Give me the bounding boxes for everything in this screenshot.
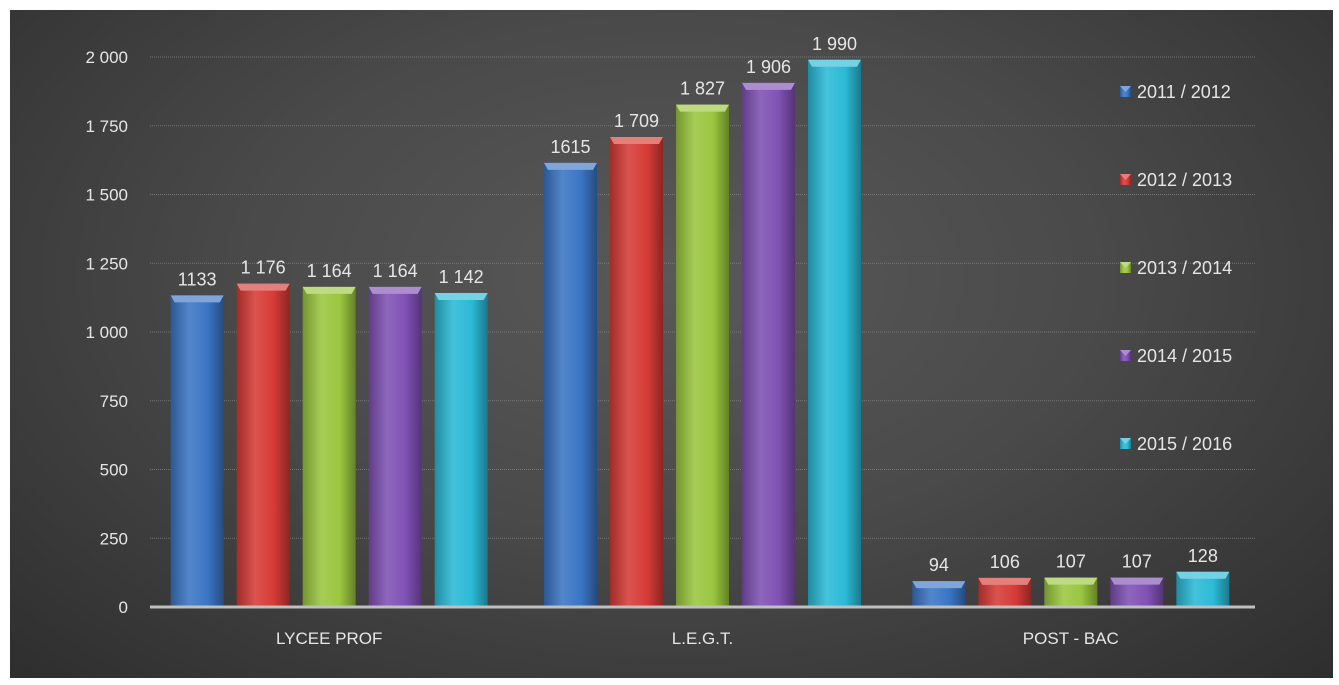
legend-item: 2014 / 2015 bbox=[1120, 346, 1232, 366]
y-tick-label: 1 500 bbox=[85, 186, 128, 205]
x-tick-label: POST - BAC bbox=[1023, 629, 1119, 648]
data-label: 1 990 bbox=[812, 34, 857, 54]
bar bbox=[434, 292, 488, 607]
legend-item: 2015 / 2016 bbox=[1120, 434, 1232, 454]
legend-label: 2015 / 2016 bbox=[1137, 434, 1232, 454]
bar bbox=[302, 286, 356, 607]
data-label: 107 bbox=[1122, 552, 1152, 572]
legend-label: 2011 / 2012 bbox=[1137, 82, 1231, 102]
bar bbox=[978, 577, 1032, 607]
bar bbox=[912, 581, 966, 607]
bar bbox=[676, 104, 729, 607]
y-tick-label: 750 bbox=[100, 392, 128, 411]
bar bbox=[236, 283, 290, 607]
legend-item: 2013 / 2014 bbox=[1120, 258, 1232, 278]
data-label: 1615 bbox=[550, 137, 590, 157]
x-tick-label: L.E.G.T. bbox=[672, 629, 733, 648]
data-label: 94 bbox=[929, 555, 949, 575]
bar bbox=[1110, 577, 1164, 607]
bar bbox=[368, 286, 422, 607]
x-axis-ticks: LYCEE PROF L.E.G.T. POST - BAC bbox=[276, 629, 1119, 648]
legend-label: 2014 / 2015 bbox=[1137, 346, 1232, 366]
y-tick-label: 2 000 bbox=[85, 48, 128, 67]
bar bbox=[170, 295, 224, 607]
bar bbox=[1044, 577, 1098, 607]
bar bbox=[544, 162, 597, 607]
data-label: 1 709 bbox=[614, 111, 659, 131]
data-label: 106 bbox=[990, 552, 1020, 572]
data-label: 1 827 bbox=[680, 79, 725, 99]
data-label: 1 906 bbox=[746, 57, 791, 77]
y-tick-label: 500 bbox=[100, 461, 128, 480]
x-tick-label: LYCEE PROF bbox=[276, 629, 382, 648]
chart-frame: 0 250 500 750 1 000 1 250 1 500 1 750 2 000 1133… bbox=[10, 10, 1333, 678]
bar bbox=[808, 59, 861, 607]
bar bbox=[742, 82, 795, 608]
legend-label: 2012 / 2013 bbox=[1137, 170, 1232, 190]
legend-label: 2013 / 2014 bbox=[1137, 258, 1232, 278]
data-label: 1 164 bbox=[307, 261, 352, 281]
legend: 2011 / 2012 2012 / 2013 2013 / 2014 2014 / … bbox=[1120, 82, 1232, 454]
bars bbox=[170, 59, 1230, 608]
data-label: 128 bbox=[1188, 546, 1218, 566]
y-tick-label: 250 bbox=[100, 529, 128, 548]
y-tick-label: 1 000 bbox=[85, 323, 128, 342]
legend-item: 2012 / 2013 bbox=[1120, 170, 1232, 190]
y-tick-label: 1 250 bbox=[85, 254, 128, 273]
data-label: 1 164 bbox=[373, 261, 418, 281]
data-label: 1 176 bbox=[241, 258, 286, 278]
bar-chart: 0 250 500 750 1 000 1 250 1 500 1 750 2 000 1133… bbox=[85, 34, 1255, 648]
data-labels: 1133 1 176 1 164 1 164 1 142 1615 1 709 1 827 1 … bbox=[178, 34, 1218, 575]
legend-item: 2011 / 2012 bbox=[1120, 82, 1231, 102]
bar bbox=[1176, 571, 1230, 607]
data-label: 1133 bbox=[178, 269, 217, 289]
y-axis-ticks: 0 250 500 750 1 000 1 250 1 500 1 750 2 000 bbox=[85, 48, 128, 617]
data-label: 1 142 bbox=[439, 267, 484, 287]
data-label: 107 bbox=[1056, 552, 1086, 572]
bar bbox=[610, 137, 663, 607]
y-tick-label: 1 750 bbox=[85, 117, 128, 136]
y-tick-label: 0 bbox=[119, 598, 128, 617]
